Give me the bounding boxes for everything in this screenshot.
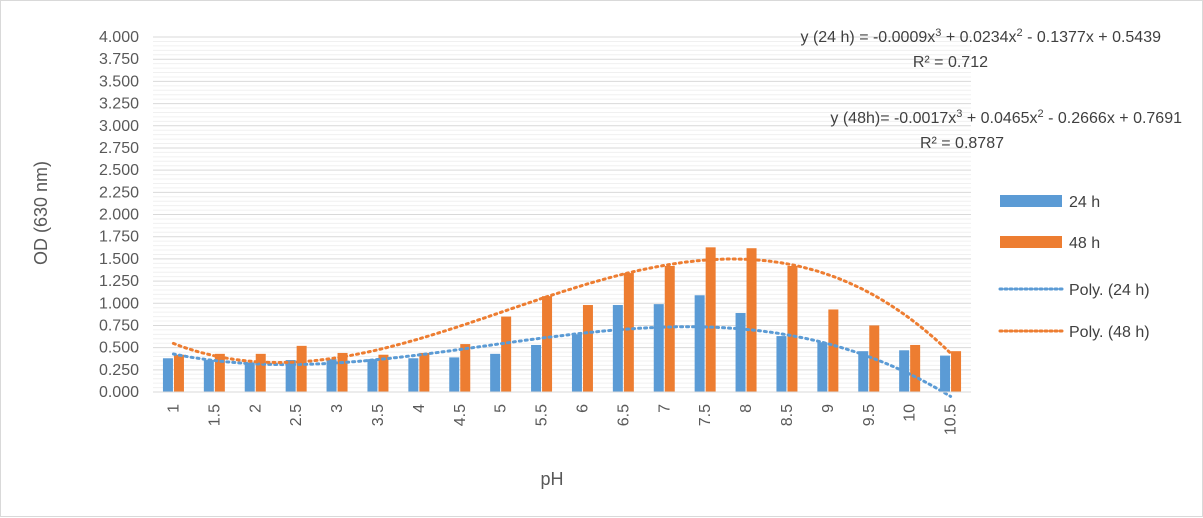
legend-label-poly-24h: Poly. (24 h) <box>1069 282 1150 299</box>
bar-24h <box>449 357 460 392</box>
legend-swatch-24h <box>1000 195 1062 207</box>
bar-24h <box>776 336 787 392</box>
x-tick-label: 7.5 <box>697 404 714 426</box>
x-tick-label: 4 <box>411 404 428 413</box>
bar-24h <box>612 305 623 392</box>
bar-24h <box>490 353 501 392</box>
trend-r2-24h: R² = 0.712 <box>913 54 988 71</box>
x-tick-label: 2 <box>247 404 264 413</box>
bar-24h <box>203 360 214 392</box>
x-tick-label: 3.5 <box>370 404 387 426</box>
legend-label-24h: 24 h <box>1069 194 1100 211</box>
bar-24h <box>694 295 705 392</box>
x-tick-label: 1 <box>165 404 182 413</box>
bar-24h <box>408 358 419 392</box>
bar-48h <box>214 353 225 392</box>
bar-48h <box>501 316 512 392</box>
x-tick-label: 8.5 <box>779 404 796 426</box>
x-tick-label: 5.5 <box>534 404 551 426</box>
bar-48h <box>664 265 675 392</box>
bar-24h <box>162 358 173 392</box>
y-tick-labels: 0.000 0.250 0.500 0.750 1.000 1.250 1.500 1.750… <box>99 29 139 401</box>
trendline-48h <box>171 257 953 364</box>
x-axis-title: pH <box>540 469 563 489</box>
trend-r2-48h: R² = 0.8787 <box>920 135 1004 152</box>
bar-48h <box>419 352 430 392</box>
trendlines <box>171 257 953 398</box>
bar-48h <box>828 309 839 392</box>
y-tick-label: 0.250 <box>99 362 139 379</box>
bar-48h <box>337 352 348 392</box>
bar-48h <box>173 354 184 392</box>
x-tick-label: 7 <box>656 404 673 413</box>
bar-48h <box>460 344 471 392</box>
x-tick-label: 6.5 <box>615 404 632 426</box>
y-tick-label: 3.500 <box>99 73 139 90</box>
y-tick-label: 3.000 <box>99 118 139 135</box>
bar-48h <box>623 273 634 392</box>
x-tick-label: 1.5 <box>206 404 223 426</box>
bar-24h <box>940 355 951 392</box>
x-tick-label: 5 <box>493 404 510 413</box>
trendline-24h <box>171 325 953 398</box>
grid-lines <box>153 36 971 393</box>
y-tick-label: 0.500 <box>99 340 139 357</box>
y-tick-label: 0.000 <box>99 384 139 401</box>
y-tick-label: 1.250 <box>99 273 139 290</box>
x-tick-label: 3 <box>329 404 346 413</box>
trend-equation-48h: y (48h)= -0.0017x3 + 0.0465x2 - 0.2666x … <box>830 108 1182 127</box>
y-tick-label: 4.000 <box>99 29 139 46</box>
bar-48h <box>542 296 553 392</box>
bar-48h <box>296 345 307 392</box>
x-tick-label: 4.5 <box>452 404 469 426</box>
y-tick-label: 1.500 <box>99 251 139 268</box>
legend-swatch-48h <box>1000 236 1062 248</box>
x-tick-labels: 1 1.5 2 2.5 3 3.5 4 4.5 5 5.5 6 6.5 7 7.5 8 8.5 9 9.5 10 10… <box>165 404 959 435</box>
y-axis-title: OD (630 nm) <box>31 161 51 265</box>
x-tick-label: 10.5 <box>943 404 960 435</box>
y-tick-label: 2.750 <box>99 140 139 157</box>
bar-48h <box>705 247 716 392</box>
bar-24h <box>858 351 869 392</box>
trend-equation-24h: y (24 h) = -0.0009x3 + 0.0234x2 - 0.1377… <box>801 27 1162 46</box>
x-tick-label: 6 <box>574 404 591 413</box>
bar-24h <box>817 342 828 392</box>
bar-48h <box>910 344 921 392</box>
bar-24h <box>326 359 337 392</box>
bar-24h <box>735 313 746 392</box>
x-tick-label: 9.5 <box>861 404 878 426</box>
bar-48h <box>582 305 593 392</box>
y-tick-label: 1.750 <box>99 229 139 246</box>
bar-48h <box>787 265 798 392</box>
bar-24h <box>244 362 255 392</box>
x-tick-label: 10 <box>902 404 919 422</box>
bar-48h <box>255 353 266 392</box>
bar-24h <box>285 360 296 392</box>
y-tick-label: 3.750 <box>99 51 139 68</box>
bar-24h <box>653 304 664 392</box>
bar-24h <box>367 359 378 392</box>
y-tick-label: 0.750 <box>99 317 139 334</box>
legend: 24 h 48 h Poly. (24 h) Poly. (48 h) <box>998 194 1150 341</box>
bar-48h <box>378 354 389 392</box>
y-tick-label: 2.250 <box>99 184 139 201</box>
bar-48h <box>951 351 962 392</box>
y-tick-label: 2.500 <box>99 162 139 179</box>
x-tick-label: 2.5 <box>288 404 305 426</box>
bar-24h <box>531 344 542 392</box>
y-tick-label: 2.000 <box>99 207 139 224</box>
legend-label-48h: 48 h <box>1069 235 1100 252</box>
y-tick-label: 3.250 <box>99 96 139 113</box>
legend-label-poly-48h: Poly. (48 h) <box>1069 324 1150 341</box>
bar-48h <box>746 248 757 392</box>
y-tick-label: 1.000 <box>99 295 139 312</box>
x-tick-label: 9 <box>820 404 837 413</box>
bar-24h <box>571 334 582 392</box>
x-tick-label: 8 <box>738 404 755 413</box>
